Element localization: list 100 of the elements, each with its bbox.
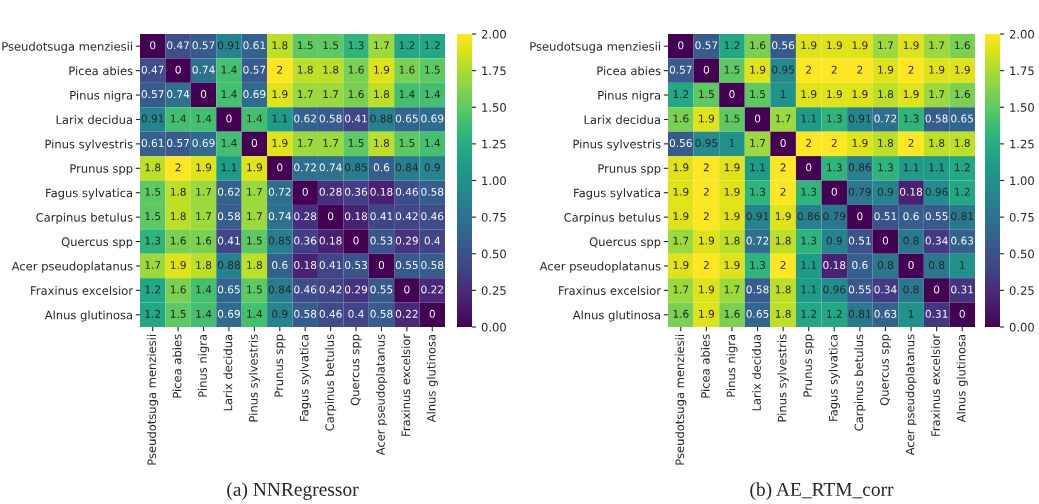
data-label: 1.4 — [425, 90, 441, 98]
y-tick-label: Alnus glutinosa — [44, 310, 133, 322]
data-label: 1 — [908, 310, 914, 318]
data-label: 0.72 — [746, 236, 769, 245]
data-label: 1.6 — [170, 285, 186, 294]
data-label: 0.95 — [695, 138, 718, 147]
text: (b) AE_RTM_corr — [750, 482, 894, 500]
data-label: 1.2 — [145, 309, 161, 318]
data-label: 1.9 — [699, 309, 715, 318]
data-label: 0.95 — [772, 65, 794, 74]
data-label: 0.18 — [319, 236, 342, 245]
data-label: 2 — [857, 65, 863, 74]
data-label: 1.3 — [801, 187, 817, 196]
x-tick-label: Fagus sylvatica — [828, 334, 840, 421]
data-label: 1.5 — [247, 285, 262, 294]
data-label: 0.42 — [395, 212, 418, 221]
data-label: 1.5 — [170, 310, 186, 318]
data-label: 0.9 — [826, 236, 842, 245]
data-label: 0.18 — [294, 261, 317, 270]
data-label: 1.9 — [673, 212, 689, 221]
data-label: 0.61 — [141, 138, 164, 147]
data-label: 0 — [729, 90, 735, 99]
data-label: 0.18 — [370, 187, 393, 196]
data-label: 1.9 — [852, 41, 868, 50]
data-label: 0 — [908, 261, 914, 270]
data-label: 1.4 — [221, 65, 237, 74]
y-tick-label: Fagus sylvatica — [574, 188, 661, 200]
data-label: 1.9 — [801, 90, 817, 99]
x-tick-label: Alnus glutinosa — [956, 334, 968, 423]
data-label: 1.9 — [673, 187, 689, 196]
data-label: 1.8 — [775, 309, 791, 318]
data-label: 0.55 — [848, 285, 871, 294]
data-label: 1.4 — [425, 139, 441, 147]
y-tick-label: Pseudotsuga menziesii — [530, 41, 660, 53]
x-tick-label: Larix decidua — [751, 334, 761, 411]
data-label: 0.61 — [243, 41, 266, 50]
data-label: 1.7 — [673, 236, 689, 245]
data-label: 2 — [277, 65, 283, 74]
color-bar-label: 0.00 — [481, 322, 506, 332]
data-label: 0.65 — [217, 285, 240, 294]
data-label: 0.63 — [874, 309, 897, 318]
data-label: 0.65 — [951, 114, 974, 123]
x-tick-label: Carpinus betulus — [854, 334, 866, 431]
data-label: 1.9 — [903, 41, 919, 50]
color-bar-label: 1.25 — [482, 139, 506, 149]
data-label: 1.8 — [170, 187, 186, 196]
data-label: 0.47 — [141, 65, 164, 74]
x-tick-label: Alnus glutinosa — [426, 334, 438, 423]
data-label: 1.8 — [878, 90, 894, 99]
data-label: 0.69 — [217, 309, 240, 318]
data-label: 0.74 — [192, 65, 215, 74]
data-label: 0.57 — [192, 41, 215, 50]
y-tick-label: Quercus spp — [589, 237, 661, 249]
data-label: 2 — [831, 138, 837, 147]
y-tick-label: Acer pseudoplatanus — [11, 261, 133, 273]
data-label: 0.79 — [848, 187, 871, 196]
data-label: 0.42 — [319, 285, 342, 294]
data-label: 0.57 — [141, 90, 164, 99]
color-bar-label: 1.00 — [482, 176, 506, 186]
data-label: 1.5 — [323, 41, 339, 50]
data-label: 0.84 — [395, 163, 419, 172]
data-label: 0.4 — [424, 236, 441, 245]
data-label: 1.8 — [323, 65, 339, 74]
data-label: 0.56 — [669, 138, 692, 147]
data-label: 1.2 — [673, 90, 689, 98]
data-label: 2 — [703, 187, 709, 196]
x-tick-label: Picea abies — [172, 334, 182, 398]
data-label: 1.4 — [221, 139, 237, 147]
data-label: 0.58 — [319, 114, 342, 123]
data-label: 0.18 — [823, 261, 846, 270]
data-label: 0.18 — [899, 187, 923, 196]
data-label: 0 — [754, 114, 761, 123]
data-label: 0 — [806, 163, 812, 172]
data-label: 1.9 — [699, 114, 715, 123]
data-label: 1.7 — [297, 90, 313, 98]
data-label: 0 — [353, 236, 359, 245]
y-tick-label: Pinus nigra — [70, 90, 133, 102]
y-tick-label: Alnus glutinosa — [572, 310, 661, 322]
data-label: 1.5 — [399, 139, 415, 147]
x-tick-label: Fraxinus excelsior — [401, 333, 411, 436]
data-label: 0 — [302, 187, 308, 196]
data-label: 0 — [226, 114, 232, 123]
data-label: 0 — [277, 163, 283, 172]
data-label: 0.8 — [903, 236, 919, 245]
y-tick-label: Pseudotsuga menziesii — [2, 41, 132, 53]
data-label: 0.46 — [294, 285, 317, 294]
data-label: 0.41 — [217, 236, 240, 245]
y-tick-label: Larix decidua — [56, 115, 133, 124]
data-label: 1.7 — [775, 114, 791, 123]
color-bar-label: 1.50 — [482, 103, 506, 112]
data-label: 1.4 — [247, 310, 263, 318]
data-label: 0.34 — [874, 285, 897, 294]
data-label: 1.9 — [878, 65, 894, 74]
data-label: 1.2 — [145, 285, 161, 294]
data-label: 1.7 — [323, 139, 339, 147]
data-label: 1.7 — [196, 212, 212, 221]
data-label: 1.7 — [247, 187, 262, 196]
data-label: 1.5 — [724, 65, 740, 74]
x-tick-label: Pinus sylvestris — [248, 334, 260, 422]
data-label: 0.86 — [848, 163, 871, 172]
